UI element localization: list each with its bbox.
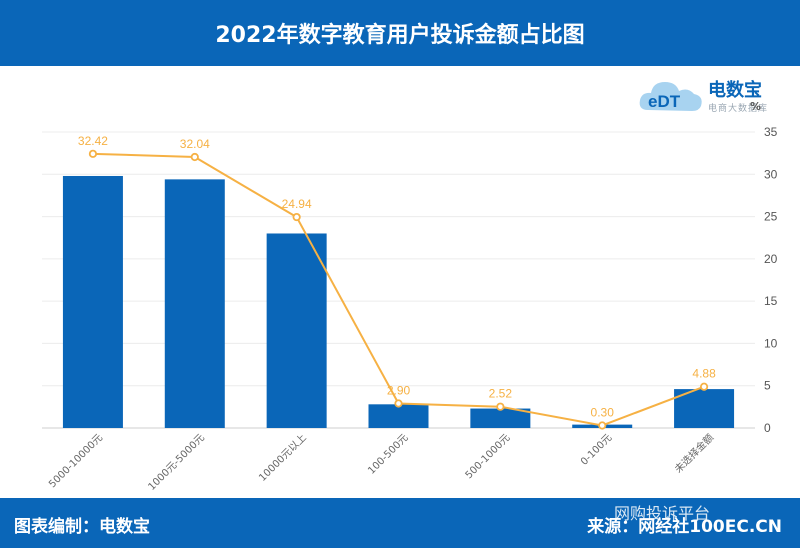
x-tick-label: 未选择金额 <box>672 431 717 476</box>
logo-name: 电数宝 <box>708 80 762 101</box>
y-tick-label: 0 <box>764 421 771 435</box>
line-point <box>88 149 98 158</box>
line-point <box>598 421 607 430</box>
y-tick-label: 35 <box>764 125 778 139</box>
bar-line-chart: 0 5 10 15 20 25 30 35 32.42 32.04 24.94 2.90 2.52 0.3… <box>42 125 778 493</box>
data-label: 32.42 <box>78 134 108 148</box>
line-point <box>190 152 199 162</box>
data-label: 2.90 <box>387 383 411 397</box>
line-point <box>496 402 505 411</box>
chart-title: 2022年数字教育用户投诉金额占比图 <box>0 0 800 66</box>
y-tick-label: 5 <box>764 379 771 393</box>
line-point <box>292 212 301 222</box>
footer-source: 来源：网经社100EC.CN <box>587 517 782 537</box>
cloud-logo-icon: eDT <box>639 82 702 111</box>
bar <box>368 404 429 428</box>
x-tick-label: 500-1000元 <box>464 432 513 481</box>
bar <box>470 408 531 428</box>
x-tick-label: 0-100元 <box>579 432 614 467</box>
y-tick-label: 30 <box>764 167 778 181</box>
watermark-text: 网购投诉平台 <box>614 504 711 523</box>
logo-letters: eDT <box>648 92 681 111</box>
footer-credit: 图表编制：电数宝 <box>14 517 150 537</box>
footer: 图表编制：电数宝 来源：网经社100EC.CN <box>0 498 800 548</box>
data-label: 2.52 <box>489 387 513 401</box>
y-tick-label: 10 <box>764 336 778 350</box>
data-label: 32.04 <box>180 137 210 151</box>
x-tick-label: 100-500元 <box>366 432 410 476</box>
line-point <box>394 399 403 408</box>
data-label: 0.30 <box>591 405 615 419</box>
bar <box>164 179 225 428</box>
line-point <box>699 382 709 391</box>
logo: eDT 电数宝 电商大数据库 <box>636 70 796 120</box>
y-axis-unit: % <box>750 100 762 113</box>
data-label: 24.94 <box>282 197 312 211</box>
bar <box>62 175 123 428</box>
bar <box>266 233 327 428</box>
x-tick-label: 1000元-5000元 <box>146 432 206 492</box>
y-tick-label: 25 <box>764 210 778 224</box>
y-tick-label: 15 <box>764 294 778 308</box>
y-tick-label: 20 <box>764 252 778 266</box>
logo-subtitle: 电商大数据库 <box>708 104 769 114</box>
data-label: 4.88 <box>692 367 716 381</box>
x-tick-label: 10000元以上 <box>257 432 309 484</box>
x-tick-label: 5000-10000元 <box>47 432 105 490</box>
bar <box>674 389 735 428</box>
